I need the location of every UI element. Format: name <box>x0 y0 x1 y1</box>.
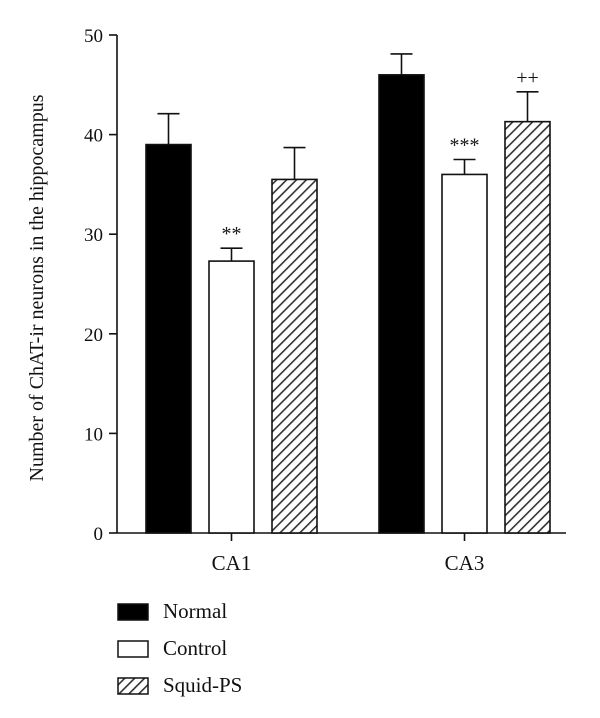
significance-marker: *** <box>450 135 480 157</box>
axes: 0 10 20 30 40 50 CA1 CA3 <box>84 26 566 575</box>
significance-marker: ++ <box>516 67 539 89</box>
significance-marker: ** <box>222 223 242 245</box>
legend-label: Normal <box>163 599 227 623</box>
bar-squid-ps-ca3 <box>504 120 551 534</box>
bar-normal-ca3 <box>378 74 425 534</box>
legend-label: Squid-PS <box>163 673 242 697</box>
legend-swatch <box>117 677 149 695</box>
y-tick-label: 20 <box>84 325 103 346</box>
legend: Normal Control Squid-PS <box>117 599 242 697</box>
bar-normal-ca1 <box>145 143 192 534</box>
legend-swatch <box>117 603 149 621</box>
x-tick-label: CA3 <box>445 551 485 575</box>
y-tick-label: 50 <box>84 26 103 47</box>
x-tick-label: CA1 <box>212 551 252 575</box>
legend-label: Control <box>163 636 227 660</box>
y-tick-label: 40 <box>84 126 103 147</box>
y-tick-label: 0 <box>94 524 104 545</box>
bar-control-ca3 <box>441 173 488 534</box>
bar-control-ca1 <box>208 260 255 534</box>
legend-swatch <box>117 640 149 658</box>
y-tick-label: 10 <box>84 424 103 445</box>
y-tick-label: 30 <box>84 225 103 246</box>
bars-group <box>145 53 551 534</box>
y-axis-label: Number of ChAT-ir neurons in the hippoca… <box>26 94 48 481</box>
annotations-group: *****++ <box>222 67 539 245</box>
bar-squid-ps-ca1 <box>271 178 318 534</box>
